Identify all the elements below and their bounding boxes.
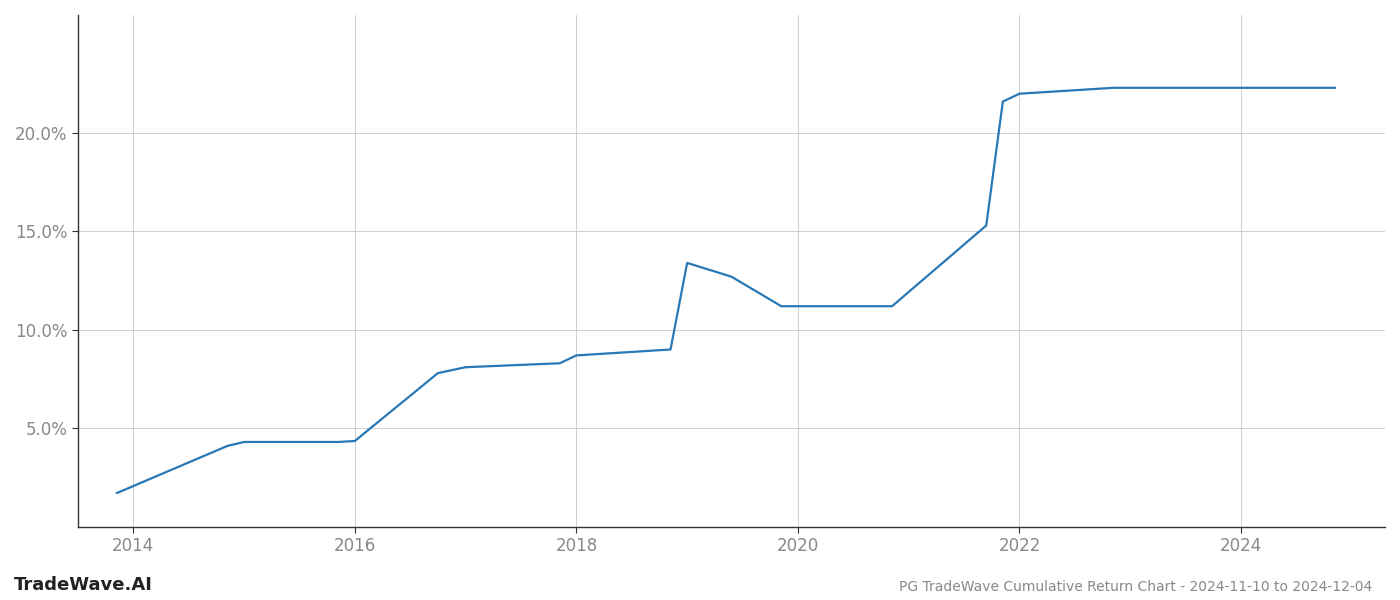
Text: PG TradeWave Cumulative Return Chart - 2024-11-10 to 2024-12-04: PG TradeWave Cumulative Return Chart - 2… (899, 580, 1372, 594)
Text: TradeWave.AI: TradeWave.AI (14, 576, 153, 594)
